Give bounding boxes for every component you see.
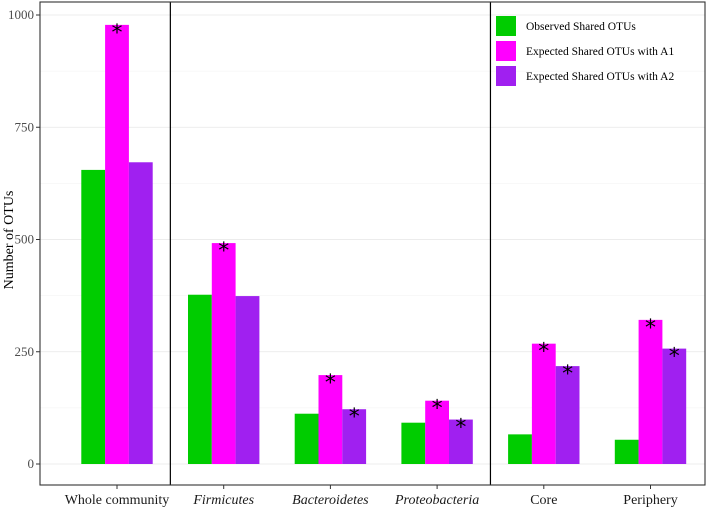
x-tick-label: Core: [530, 493, 557, 508]
significance-marker: *: [538, 340, 549, 365]
bar: [342, 409, 367, 464]
x-tick-label: Whole community: [65, 493, 170, 508]
plot-border: [39, 1, 706, 486]
bar: [188, 294, 212, 464]
y-tick-label: 250: [15, 344, 35, 359]
significance-marker: *: [669, 345, 680, 370]
y-tick-label: 750: [15, 119, 35, 134]
significance-marker: *: [645, 316, 656, 341]
legend-label: Observed Shared OTUs: [526, 21, 636, 33]
bar: [128, 162, 153, 464]
legend: Observed Shared OTUs Expected Shared OTUs…: [496, 16, 674, 86]
x-tick-label: Bacteroidetes: [292, 493, 369, 508]
x-tick-label: Firmicutes: [192, 493, 254, 508]
bar: [105, 24, 129, 465]
significance-marker: *: [325, 371, 336, 396]
legend-swatch: [496, 66, 516, 86]
bar: [81, 169, 106, 464]
significance-marker: *: [112, 21, 123, 46]
y-tick-label: 1000: [8, 7, 34, 22]
bar: [638, 319, 663, 464]
bar: [614, 439, 639, 464]
x-tick-label: Periphery: [623, 493, 677, 508]
bar: [555, 366, 580, 464]
axes: 0 250 500 750 1000 Whole community Firmicutes B…: [8, 1, 706, 508]
significance-marker: *: [349, 405, 360, 430]
y-tick-label: 500: [15, 232, 35, 247]
bar: [401, 422, 426, 464]
bar: [449, 419, 473, 464]
bar: [318, 375, 343, 464]
bar: [235, 296, 260, 464]
bar: [425, 400, 449, 464]
significance-marker: *: [562, 362, 573, 387]
legend-label: Expected Shared OTUs with A1: [526, 46, 674, 58]
significance-marker: *: [218, 239, 229, 264]
significance-markers: * * * * * * * * * *: [112, 21, 680, 441]
significance-marker: *: [455, 416, 466, 441]
significance-marker: *: [432, 397, 443, 422]
y-tick-label: 0: [28, 456, 35, 471]
x-tick-label: Proteobacteria: [394, 493, 479, 508]
bar: [294, 413, 319, 464]
bar: [211, 243, 236, 464]
group-separators: [169, 2, 492, 485]
legend-swatch: [496, 16, 516, 36]
legend-label: Expected Shared OTUs with A2: [526, 71, 674, 83]
bar: [531, 343, 556, 464]
y-axis-title: Number of OTUs: [2, 191, 17, 290]
bar: [662, 348, 687, 464]
bar: [508, 434, 532, 464]
legend-swatch: [496, 41, 516, 61]
bars: [81, 24, 687, 465]
